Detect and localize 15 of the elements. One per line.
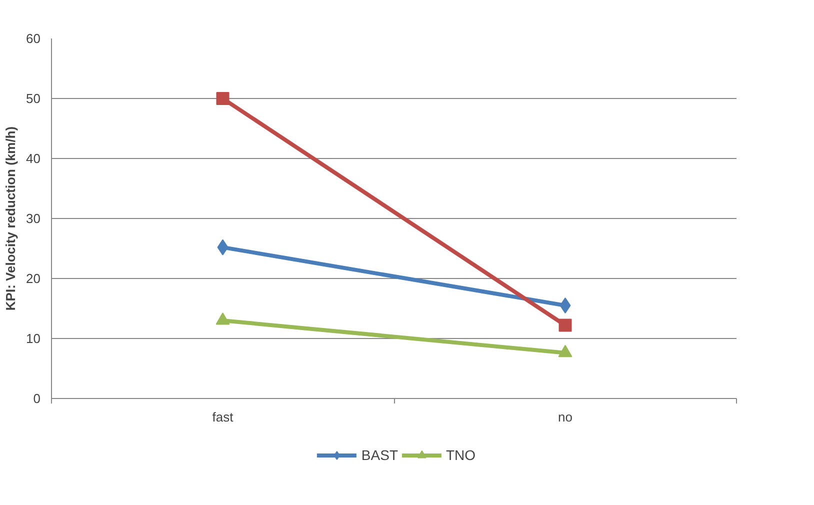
y-axis-title: KPI: Velocity reduction (km/h) bbox=[3, 126, 18, 311]
x-tick-label: fast bbox=[212, 410, 234, 424]
x-tick-label: no bbox=[558, 410, 572, 424]
y-tick-label: 50 bbox=[26, 91, 41, 106]
y-tick-label: 0 bbox=[33, 391, 41, 406]
legend-label: TNO bbox=[446, 446, 476, 462]
point bbox=[560, 298, 571, 314]
y-tick-label: 30 bbox=[26, 211, 41, 226]
y-tick-label: 10 bbox=[26, 331, 41, 346]
y-tick-label: 40 bbox=[26, 151, 41, 166]
point bbox=[558, 318, 572, 332]
y-tick-label: 20 bbox=[26, 271, 41, 286]
point bbox=[216, 92, 230, 105]
legend-label: BAST bbox=[361, 446, 398, 462]
y-tick-label: 60 bbox=[26, 31, 41, 46]
